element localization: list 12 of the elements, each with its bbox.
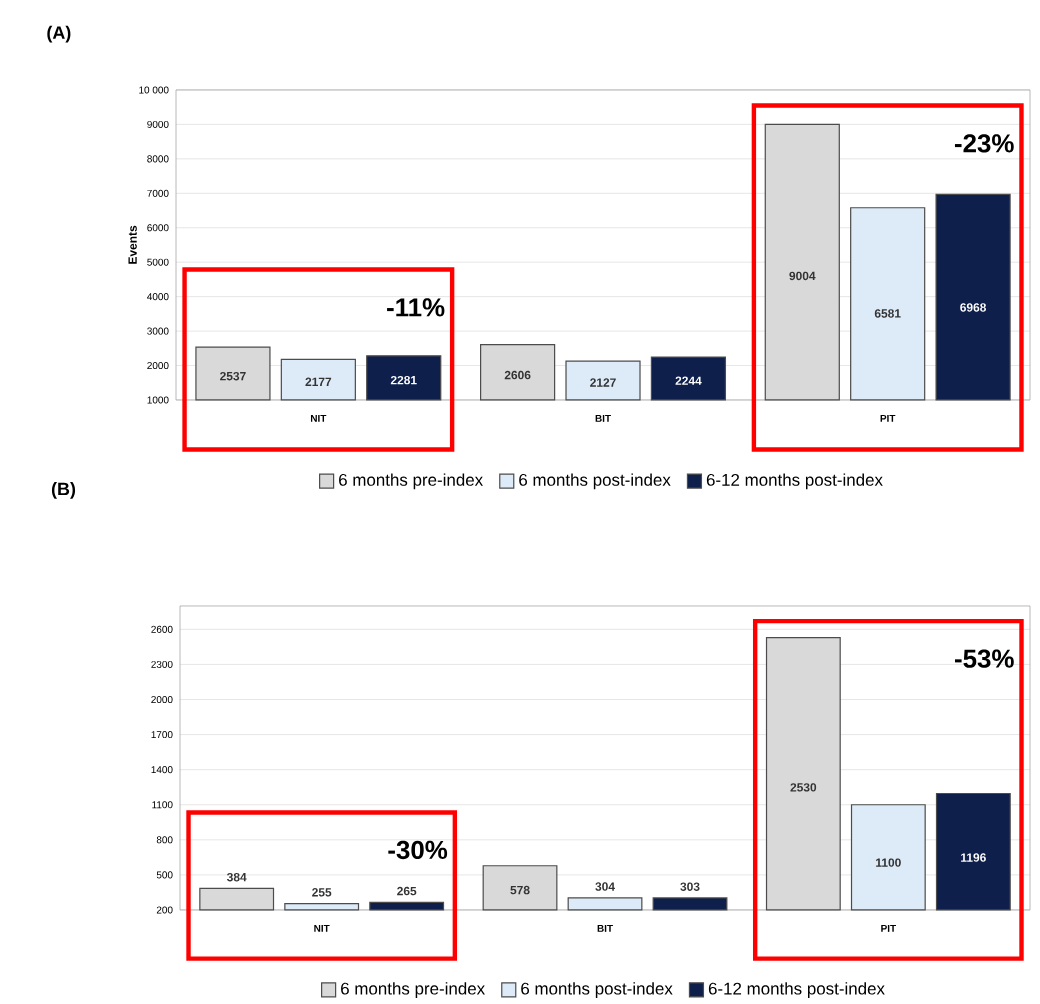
chart-title: (A) bbox=[47, 25, 71, 43]
annotation: -23% bbox=[954, 134, 1014, 153]
chart-title: (B) bbox=[51, 482, 76, 499]
annotation: -53% bbox=[955, 649, 1014, 668]
legend-label: 6-12 months post-index bbox=[708, 982, 885, 998]
legend-label: 6 months pre-index bbox=[339, 473, 483, 490]
legend-label: 6 months post-index bbox=[519, 473, 671, 490]
legend-label: 6-12 months post-index bbox=[706, 473, 883, 490]
legend-label: 6 months pre-index bbox=[341, 982, 485, 998]
annotation: -11% bbox=[387, 298, 445, 317]
annotation: -30% bbox=[388, 840, 448, 860]
legend-label: 6 months post-index bbox=[521, 982, 673, 998]
